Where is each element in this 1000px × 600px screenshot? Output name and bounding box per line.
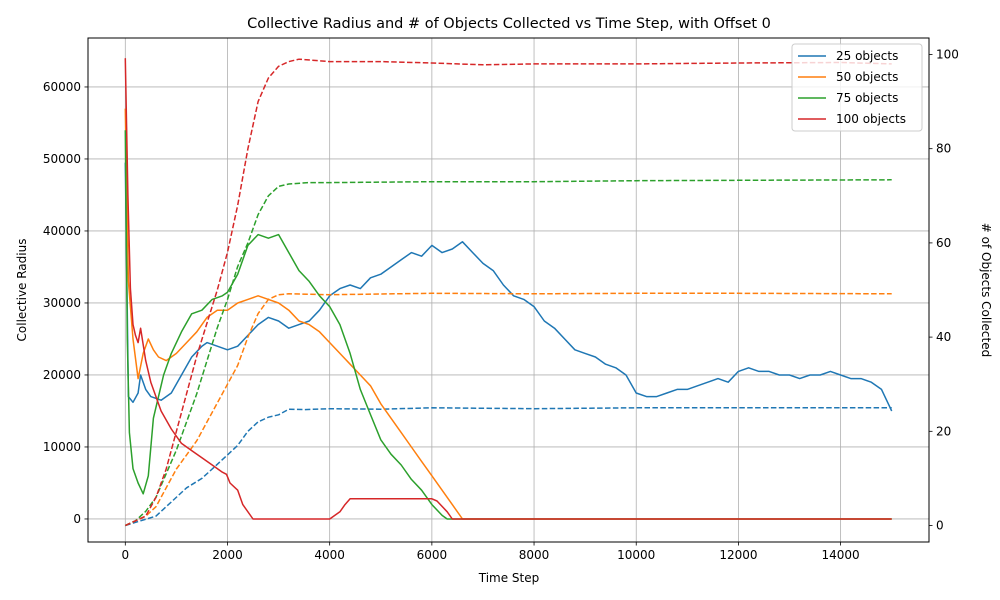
legend-label: 25 objects bbox=[836, 49, 898, 63]
x-tick-label: 6000 bbox=[417, 548, 448, 562]
right-y-tick-label: 40 bbox=[936, 330, 951, 344]
legend: 25 objects 50 objects 75 objects 100 object… bbox=[791, 43, 923, 132]
series-layer bbox=[124, 58, 893, 527]
left-y-tick-label: 40000 bbox=[43, 224, 81, 238]
left-y-tick-label: 60000 bbox=[43, 80, 81, 94]
left-y-tick-label: 20000 bbox=[43, 368, 81, 382]
series-collected-line bbox=[124, 292, 892, 527]
series-collected-line bbox=[124, 179, 892, 527]
x-tick-label: 2000 bbox=[212, 548, 243, 562]
series-radius-line bbox=[124, 108, 892, 520]
legend-label: 100 objects bbox=[836, 112, 906, 126]
right-y-tick-label: 100 bbox=[936, 47, 959, 61]
series-radius-line bbox=[124, 162, 893, 412]
x-tick-label: 10000 bbox=[617, 548, 655, 562]
series-collected-line bbox=[125, 407, 892, 527]
chart-title: Collective Radius and # of Objects Colle… bbox=[247, 16, 771, 32]
left-y-tick-label: 50000 bbox=[43, 152, 81, 166]
x-tick-label: 12000 bbox=[719, 548, 757, 562]
right-y-tick-label: 20 bbox=[936, 424, 951, 438]
x-axis-ticks: 0 2000 4000 6000 8000 10000 12000 14000 bbox=[121, 542, 860, 562]
x-tick-label: 4000 bbox=[314, 548, 345, 562]
right-y-tick-label: 60 bbox=[936, 236, 951, 250]
left-y-tick-label: 10000 bbox=[43, 440, 81, 454]
x-axis-title: Time Step bbox=[478, 571, 540, 585]
right-y-axis-ticks: 0 20 40 60 80 100 bbox=[929, 47, 959, 533]
series-collected-line bbox=[124, 58, 892, 527]
right-y-tick-label: 0 bbox=[936, 519, 944, 533]
legend-label: 75 objects bbox=[836, 91, 898, 105]
left-y-tick-label: 30000 bbox=[43, 296, 81, 310]
x-tick-label: 14000 bbox=[822, 548, 860, 562]
series-radius-line bbox=[124, 130, 892, 520]
legend-box bbox=[791, 43, 923, 132]
left-y-tick-label: 0 bbox=[73, 512, 81, 526]
left-y-axis-ticks: 0 10000 20000 30000 40000 50000 60000 bbox=[43, 80, 88, 526]
series-radius-line bbox=[124, 58, 892, 520]
right-y-axis-title: # of Objects Collected bbox=[979, 223, 993, 357]
left-y-axis-title: Collective Radius bbox=[15, 239, 29, 342]
x-tick-label: 0 bbox=[121, 548, 129, 562]
plot-frame bbox=[87, 37, 930, 543]
right-y-tick-label: 80 bbox=[936, 142, 951, 156]
x-tick-label: 8000 bbox=[519, 548, 550, 562]
legend-label: 50 objects bbox=[836, 70, 898, 84]
